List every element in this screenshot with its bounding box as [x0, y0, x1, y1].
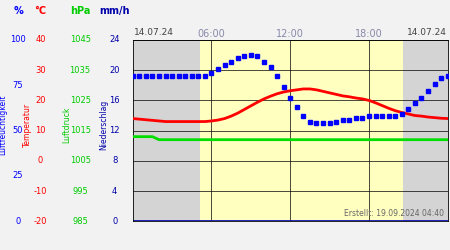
Text: 25: 25 [13, 172, 23, 180]
Text: 0: 0 [112, 217, 117, 226]
Text: Erstellt: 19.09.2024 04:40: Erstellt: 19.09.2024 04:40 [344, 208, 444, 218]
Text: 20: 20 [109, 66, 120, 75]
Text: Temperatur: Temperatur [22, 103, 32, 147]
Text: 75: 75 [13, 81, 23, 90]
Text: mm/h: mm/h [99, 6, 130, 16]
Text: 4: 4 [112, 186, 117, 196]
Text: -10: -10 [34, 186, 47, 196]
Text: 100: 100 [10, 36, 26, 44]
Text: 40: 40 [35, 36, 46, 44]
Text: 20: 20 [35, 96, 46, 105]
Text: Luftfeuchtigkeit: Luftfeuchtigkeit [0, 95, 7, 155]
Text: -20: -20 [34, 217, 47, 226]
Text: Luftdruck: Luftdruck [62, 107, 71, 143]
Bar [200, 40, 403, 221]
Text: °C: °C [35, 6, 46, 16]
Text: 1015: 1015 [70, 126, 90, 135]
Text: 8: 8 [112, 156, 117, 165]
Text: 12: 12 [109, 126, 120, 135]
Text: %: % [13, 6, 23, 16]
Text: 0: 0 [15, 217, 21, 226]
Text: 14.07.24: 14.07.24 [406, 28, 446, 37]
Text: 1045: 1045 [70, 36, 90, 44]
Text: 1025: 1025 [70, 96, 90, 105]
Text: 1005: 1005 [70, 156, 90, 165]
Text: 985: 985 [72, 217, 88, 226]
Text: 24: 24 [109, 36, 120, 44]
Text: 1035: 1035 [70, 66, 90, 75]
Text: 995: 995 [72, 186, 88, 196]
Text: Niederschlag: Niederschlag [99, 100, 108, 150]
Text: hPa: hPa [70, 6, 90, 16]
Text: 14.07.24: 14.07.24 [134, 28, 174, 37]
Text: 30: 30 [35, 66, 46, 75]
Text: 16: 16 [109, 96, 120, 105]
Text: 50: 50 [13, 126, 23, 135]
Text: 0: 0 [38, 156, 43, 165]
Text: 10: 10 [35, 126, 46, 135]
